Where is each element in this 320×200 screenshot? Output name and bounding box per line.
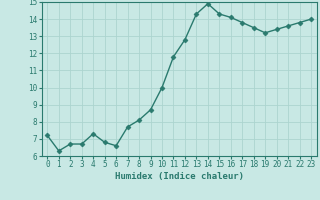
X-axis label: Humidex (Indice chaleur): Humidex (Indice chaleur) [115,172,244,181]
